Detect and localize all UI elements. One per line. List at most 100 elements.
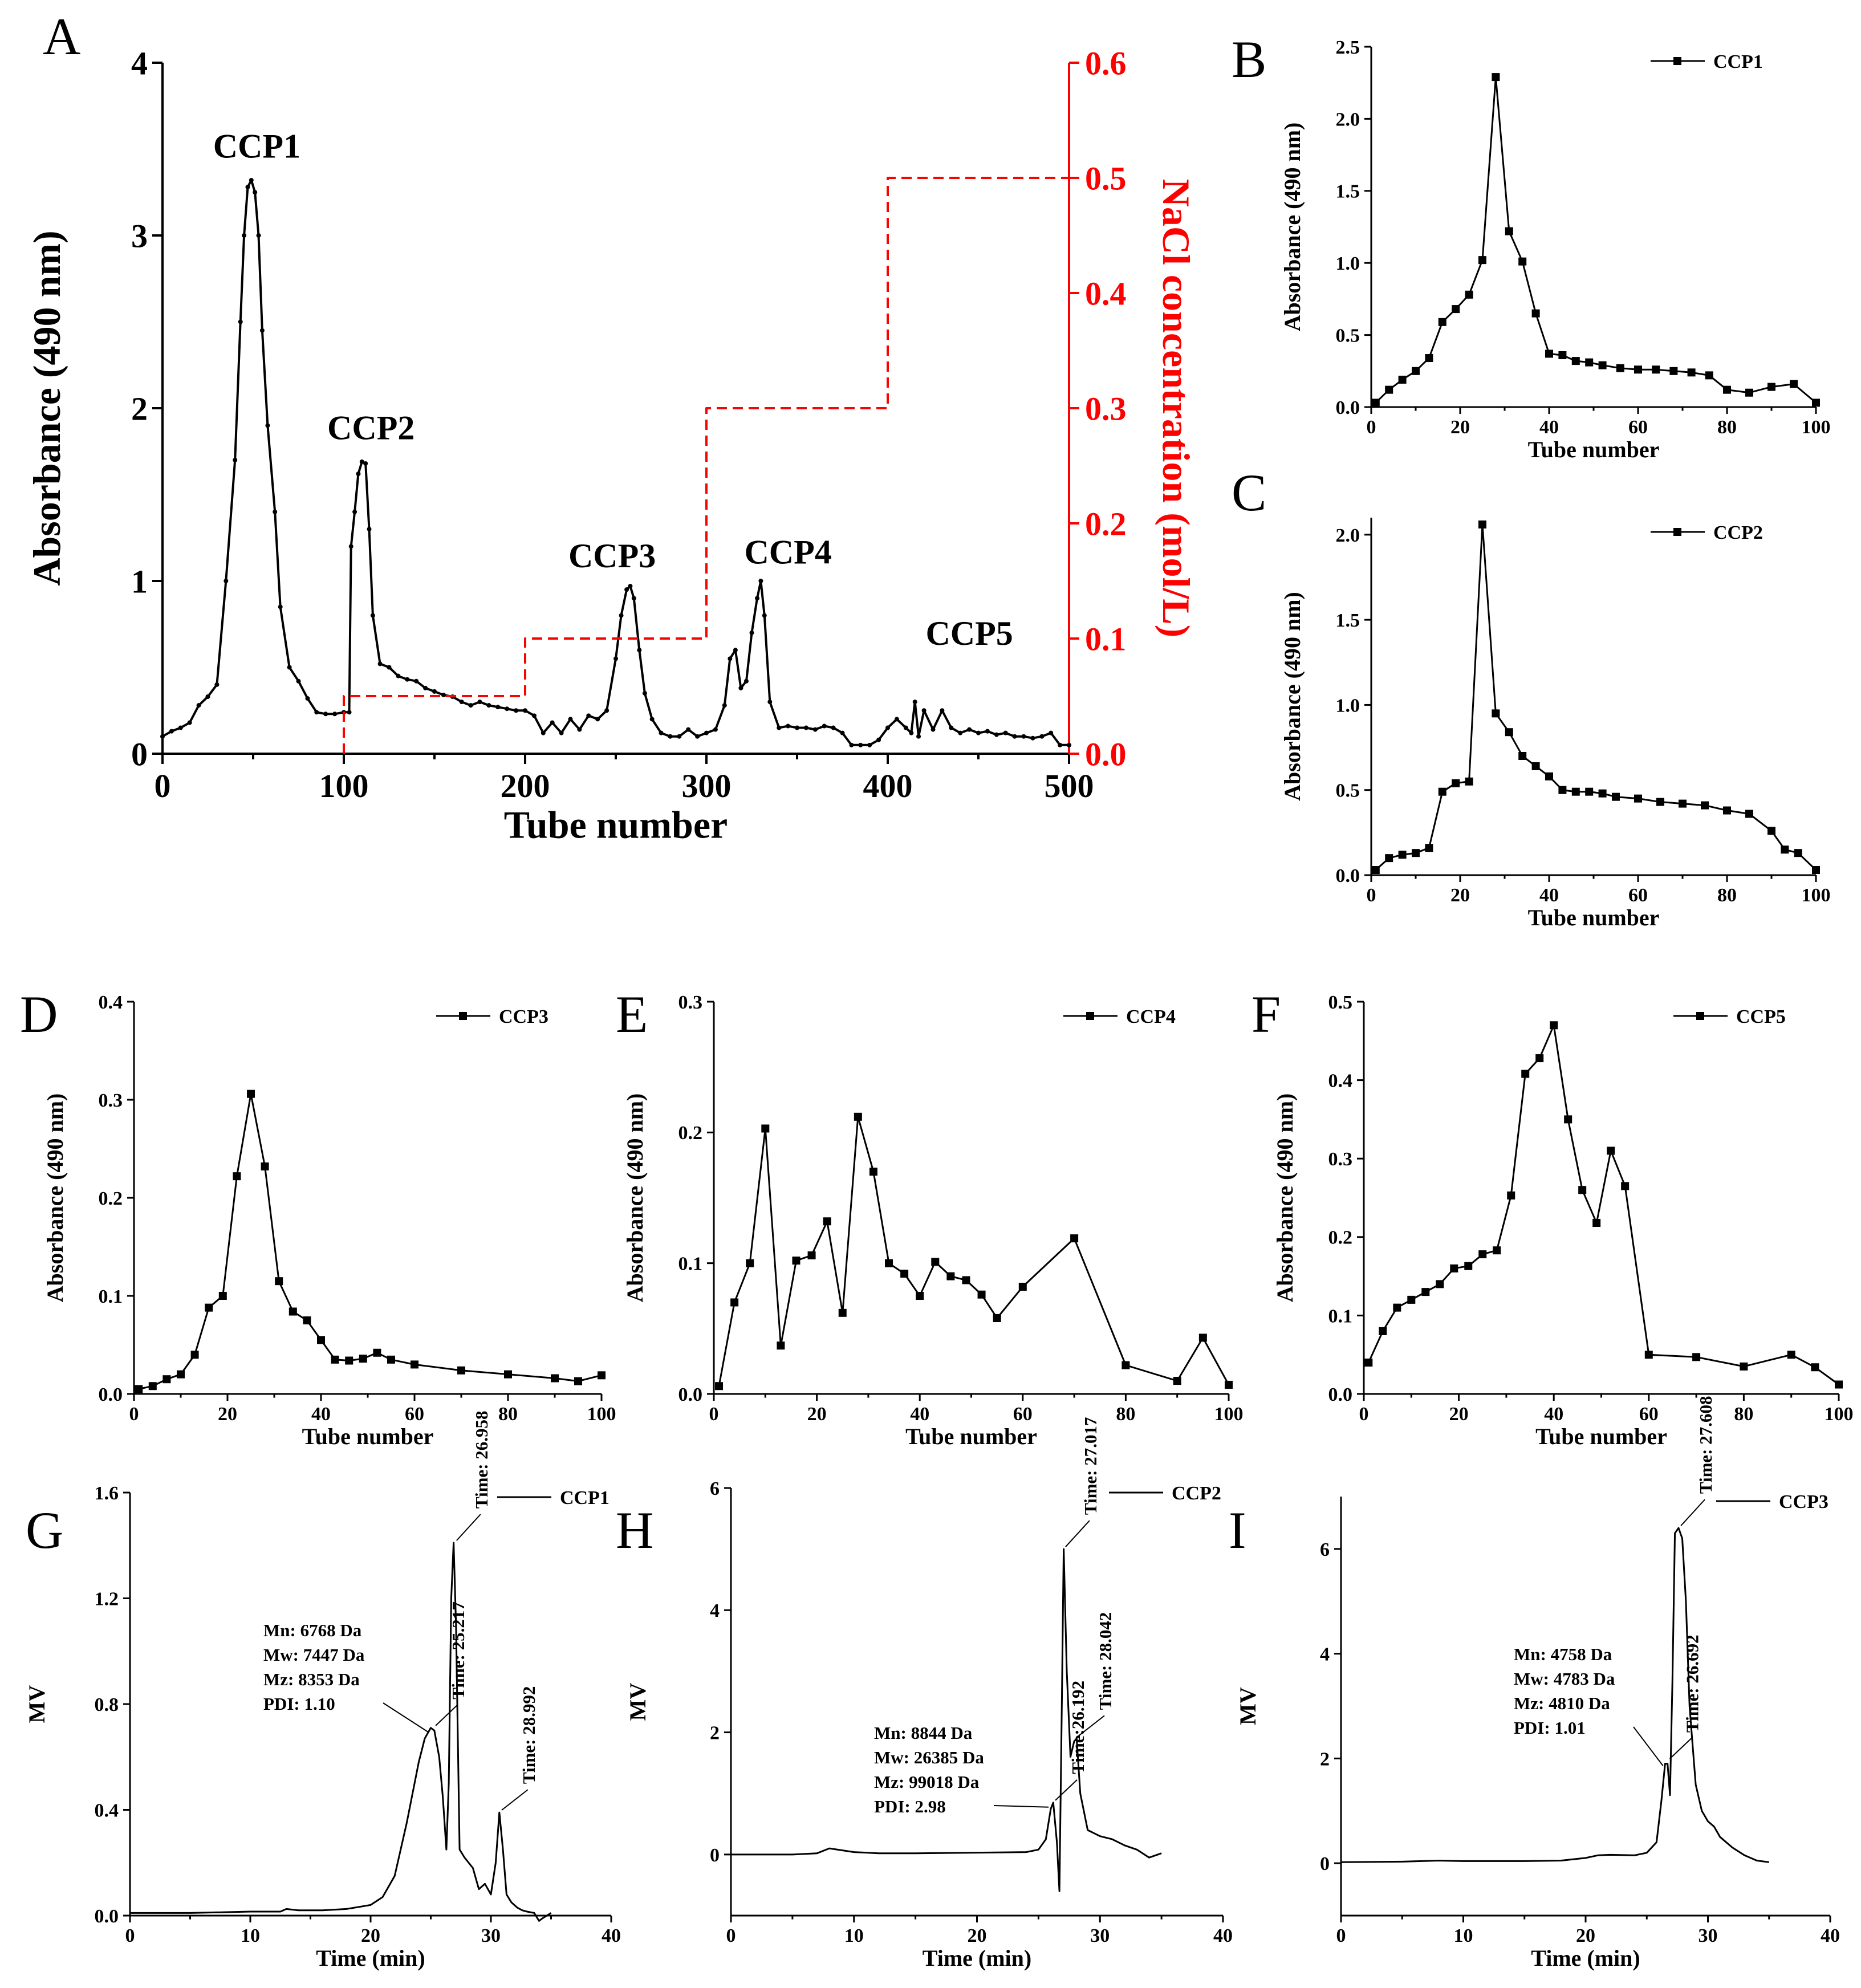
mw-stat: Mn: 6768 Da [263,1620,362,1640]
data-point [405,677,410,682]
data-point [1436,1280,1444,1288]
legend-label: CCP2 [1172,1483,1221,1504]
x-tick-label: 40 [1539,417,1559,438]
x-tick-label: 10 [844,1925,864,1946]
time-annotation: Time:26.192 [1068,1681,1088,1774]
y-tick-label: 0.0 [1328,1384,1353,1405]
y-tick-label: 4 [131,44,148,82]
data-point [885,725,890,730]
data-point [1393,1303,1401,1312]
data-point [595,717,600,722]
y-tick-label: 0.0 [1336,865,1360,887]
y-tick-label: 0.4 [95,1800,119,1821]
data-point [1412,367,1420,375]
y-axis-title: Absorbance (490 nm) [25,230,68,586]
time-annotation: Time: 28.992 [519,1686,539,1784]
data-point [762,613,767,618]
mw-stat: Mn: 8844 Da [874,1723,973,1743]
x-axis-title: Tube number [1528,905,1660,930]
x-tick-label: 60 [1628,885,1648,906]
data-point [1412,849,1420,857]
data-point [849,742,854,747]
legend-label: CCP4 [1126,1006,1176,1027]
x-tick-label: 80 [1734,1404,1753,1425]
x-tick-label: 20 [1449,1404,1469,1425]
mw-stat: PDI: 1.01 [1514,1718,1586,1738]
data-point [273,509,278,514]
data-point [261,1162,269,1170]
data-point [869,1168,877,1176]
data-point [637,648,642,653]
y-tick-label: 0.2 [678,1123,703,1144]
data-point [1465,290,1473,299]
data-point [1478,520,1486,528]
stats-leader-line [993,1805,1049,1808]
x-tick-label: 10 [1454,1925,1473,1946]
data-point [1634,794,1642,803]
data-point [1452,779,1460,787]
data-point [289,1307,297,1316]
data-point [722,703,727,708]
mw-stat: Mw: 7447 Da [263,1645,365,1665]
data-point [743,678,749,684]
panel-letter: E [616,985,648,1043]
data-point [1225,1380,1233,1389]
data-point [931,1258,940,1266]
data-point [459,700,464,705]
x-tick-label: 200 [501,767,550,804]
panel-g: G 0 10 20 30 40 0.0 0.4 0.8 1.2 1.6 Time (min) MV CCP… [24,1410,621,1971]
data-point [949,725,954,730]
peak-label: CCP1 [213,128,300,165]
data-point [1531,762,1540,770]
y-axis-title: MV [625,1683,651,1721]
mw-stat: Mz: 4810 Da [1514,1693,1610,1713]
data-point [135,1385,143,1393]
data-point [728,656,733,661]
time-annotation: Time: 26.692 [1683,1635,1702,1733]
y2-tick-label: 0.1 [1085,620,1127,657]
data-point [1652,365,1660,374]
panel-f: F 0 20 40 60 80 100 0.0 0.1 0.2 0.3 0.4 0.5 Tube numb… [1251,985,1854,1449]
data-point [761,1124,770,1133]
data-point [245,185,250,190]
data-point [786,723,791,729]
data-point [233,1172,241,1181]
data-point [432,689,437,694]
x-tick-label: 0 [1367,417,1376,438]
y-tick-label: 0.5 [1336,780,1360,802]
time-leader-line [435,1705,458,1726]
data-point [214,682,220,687]
data-point [1745,810,1753,818]
data-point [1767,827,1775,835]
data-point [249,178,254,183]
data-point [550,720,555,725]
legend-marker [459,1012,467,1020]
data-point [642,690,647,696]
x-tick-label: 40 [602,1925,621,1946]
data-point [604,708,610,713]
data-point [370,613,375,618]
data-point [1012,734,1017,739]
y-axis-title: Absorbance (490 nm) [622,1093,648,1303]
data-point [1787,1351,1795,1359]
data-point [242,233,247,238]
y2-tick-label: 0.4 [1085,275,1127,312]
data-point [1049,730,1054,735]
data-point [909,730,914,735]
mw-stat: Mn: 4758 Da [1514,1644,1612,1664]
x-tick-label: 10 [241,1925,260,1946]
data-point [733,648,738,653]
data-point [1585,358,1594,367]
data-point [1740,1362,1748,1371]
y-tick-label: 2.0 [1336,525,1360,546]
y-tick-label: 0 [710,1845,720,1866]
y-tick-label: 1.0 [1336,253,1360,274]
data-point [1835,1380,1843,1389]
legend-label: CCP2 [1713,522,1763,543]
x-tick-label: 60 [1639,1404,1659,1425]
legend-label: CCP3 [499,1006,548,1027]
y-tick-label: 1.5 [1336,181,1360,202]
data-point [296,678,301,684]
data-point [190,1351,199,1359]
data-point [178,725,183,730]
